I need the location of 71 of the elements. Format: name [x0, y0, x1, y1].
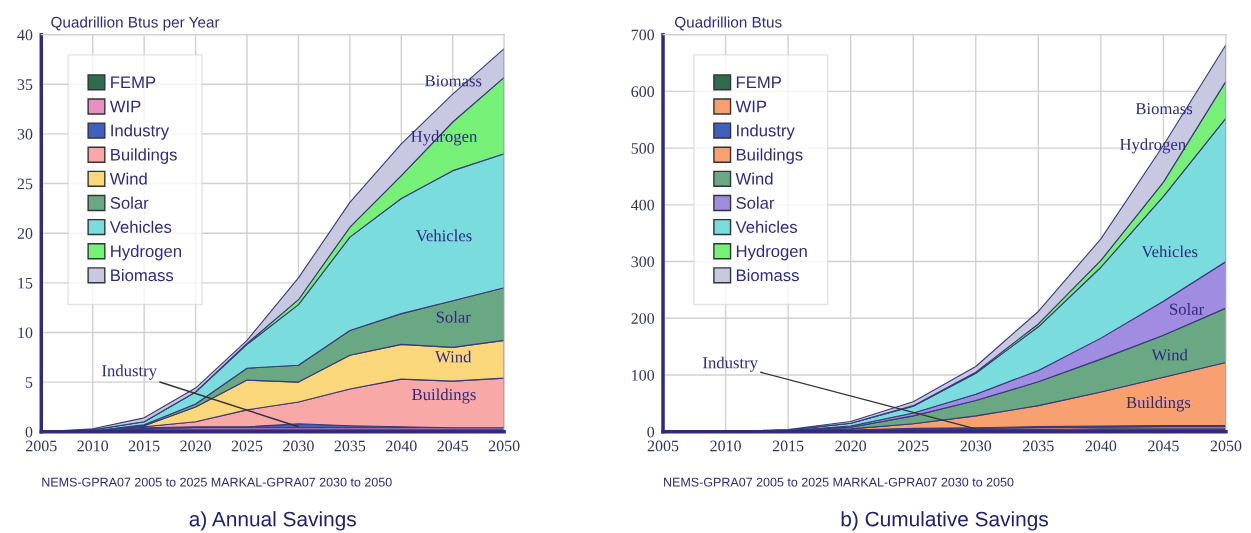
- y-tick-label: 300: [631, 256, 655, 268]
- x-tick-label: 2010: [77, 440, 109, 452]
- x-tick-label: 2040: [1085, 440, 1117, 452]
- y-tick-label: 5: [25, 377, 33, 388]
- legend-label: Industry: [111, 124, 170, 140]
- text: b) Cumulative Savings: [841, 511, 1048, 531]
- y-tick-label: 15: [18, 277, 33, 289]
- y-tick-label: 0: [25, 426, 33, 438]
- x-tick-label: 2020: [835, 440, 867, 452]
- annotation: Industry: [703, 356, 758, 372]
- x-tick-label: 2045: [1148, 440, 1179, 452]
- x-tick-label: 2035: [1023, 440, 1054, 452]
- x-tick-label: 2015: [772, 440, 804, 452]
- y-tick-label: 20: [17, 228, 33, 239]
- x-tick-label: 2015: [128, 440, 160, 452]
- annotation: Wind: [1151, 348, 1188, 361]
- annotation: Solar: [1170, 303, 1205, 315]
- legend-label: Hydrogen: [111, 244, 181, 261]
- x-tick-label: 2005: [647, 440, 679, 452]
- text: NEMS-GPRA07 2005 to 2025 MARKAL-GPRA07 2030 to 2050: [664, 477, 1014, 487]
- x-tick-label: 2050: [488, 440, 520, 452]
- y-tick-label: 40: [17, 29, 33, 41]
- y-tick-label: 0: [647, 426, 655, 438]
- legend-label: Biomass: [736, 268, 799, 282]
- y-tick-label: 10: [18, 327, 33, 339]
- x-tick-label: 2020: [180, 440, 211, 452]
- annotation: Vehicles: [1141, 245, 1198, 258]
- y-axis-title: Quadrillion Btus: [675, 16, 782, 31]
- annotation: Solar: [436, 311, 471, 323]
- legend-label: Solar: [736, 196, 775, 209]
- legend-label: Vehicles: [109, 220, 172, 233]
- x-tick-label: 2005: [26, 440, 57, 452]
- text: NEMS-GPRA07 2005 to 2025 MARKAL-GPRA07 2030 to 2050: [42, 477, 392, 487]
- x-tick-label: 2030: [283, 440, 314, 452]
- x-tick-label: 2050: [1210, 440, 1242, 452]
- annotation: Vehicles: [415, 229, 472, 242]
- legend-label: Vehicles: [735, 220, 798, 233]
- annotation: Wind: [435, 350, 472, 363]
- y-tick-label: 200: [631, 313, 655, 324]
- legend-label: Biomass: [111, 268, 174, 282]
- legend-label: Hydrogen: [736, 244, 807, 261]
- x-tick-label: 2030: [960, 440, 992, 452]
- legend-label: WIP: [735, 100, 767, 113]
- legend-label: Buildings: [736, 148, 803, 164]
- y-tick-label: 100: [632, 369, 655, 381]
- annotation: Industry: [102, 364, 157, 380]
- y-tick-label: 25: [17, 178, 33, 190]
- legend-label: Wind: [109, 172, 147, 185]
- legend-label: FEMP: [111, 76, 156, 89]
- legend-label: Solar: [110, 196, 149, 209]
- y-tick-label: 35: [17, 79, 33, 90]
- y-tick-label: 30: [17, 128, 33, 140]
- legend-label: FEMP: [736, 76, 781, 89]
- y-tick-label: 500: [631, 143, 655, 154]
- text: a) Annual Savings: [189, 511, 356, 531]
- legend-label: Industry: [737, 124, 795, 140]
- x-tick-label: 2035: [334, 440, 366, 452]
- x-tick-label: 2040: [386, 440, 417, 452]
- y-tick-label: 400: [631, 199, 655, 211]
- x-tick-label: 2010: [710, 440, 741, 452]
- legend-label: Buildings: [111, 148, 177, 164]
- x-tick-label: 2045: [437, 440, 469, 452]
- legend-label: WIP: [109, 100, 141, 113]
- annotation: Buildings: [1126, 396, 1191, 412]
- y-tick-label: 600: [631, 86, 655, 98]
- x-tick-label: 2025: [231, 440, 263, 452]
- annotation: Buildings: [412, 388, 476, 404]
- x-tick-label: 2025: [897, 440, 929, 452]
- y-tick-label: 700: [631, 29, 655, 41]
- y-axis-title: Quadrillion Btus per Year: [51, 16, 220, 31]
- legend-label: Wind: [735, 172, 773, 185]
